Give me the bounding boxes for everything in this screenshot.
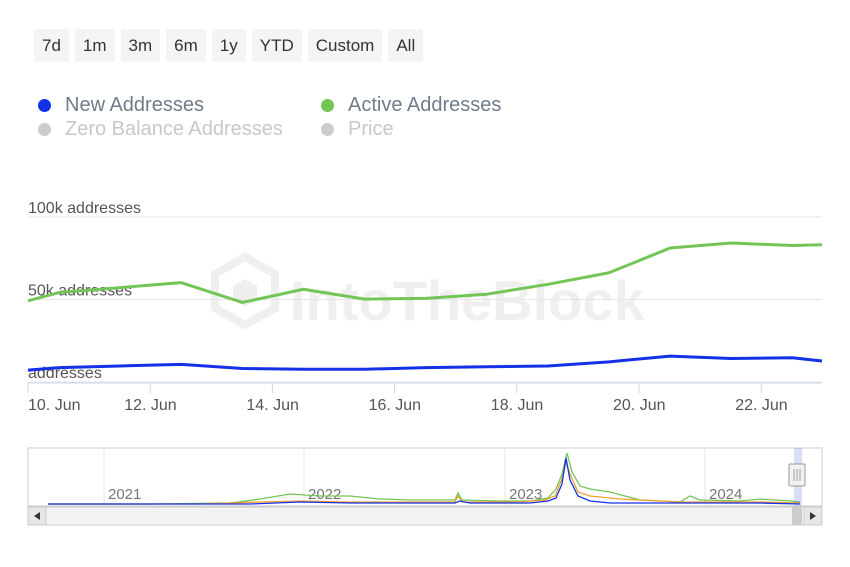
chevron-right-icon	[810, 512, 816, 520]
legend-item-price[interactable]: Price	[321, 118, 394, 141]
legend-dot-icon	[321, 99, 334, 112]
legend-item-new-addresses[interactable]: New Addresses	[38, 94, 204, 117]
x-tick-label: 18. Jun	[491, 397, 543, 414]
legend-label: Zero Balance Addresses	[65, 118, 283, 140]
x-axis-ticks: 10. Jun 12. Jun 14. Jun 16. Jun 18. Jun 20. J…	[27, 383, 788, 414]
series-lines	[27, 241, 823, 372]
navigator-year-grid: 2021 2022 2023 2024	[103, 448, 742, 506]
navigator-handle[interactable]	[788, 463, 806, 487]
intotheblock-watermark: IntoTheBlock	[211, 252, 646, 332]
legend-label: Active Addresses	[348, 94, 502, 116]
legend-label: New Addresses	[65, 94, 204, 116]
y-tick-label: 100k addresses	[28, 200, 141, 217]
range-button-7d[interactable]: 7d	[34, 29, 69, 62]
navigator-scrollbar[interactable]	[27, 506, 823, 526]
navigator-series-new	[48, 457, 801, 505]
legend-dot-icon	[38, 123, 51, 136]
navigator-series-active	[48, 452, 801, 505]
range-selector: 7d 1m 3m 6m 1y YTD Custom All	[34, 29, 424, 62]
navigator-year-label: 2023	[509, 486, 542, 503]
navigator-year-label: 2022	[308, 486, 341, 503]
navigator-year-label: 2024	[709, 486, 742, 503]
legend-dot-icon	[38, 99, 51, 112]
x-tick-label: 12. Jun	[124, 397, 176, 414]
range-button-6m[interactable]: 6m	[166, 29, 206, 62]
x-tick-label: 14. Jun	[246, 397, 298, 414]
navigator: 2021 2022 2023 2024	[27, 447, 823, 526]
range-button-ytd[interactable]: YTD	[251, 29, 302, 62]
range-button-1y[interactable]: 1y	[211, 29, 246, 62]
chevron-left-icon	[34, 512, 40, 520]
range-button-all[interactable]: All	[388, 29, 424, 62]
range-button-1m[interactable]: 1m	[74, 29, 115, 62]
x-tick-label: 16. Jun	[369, 397, 421, 414]
range-button-custom[interactable]: Custom	[307, 29, 383, 62]
navigator-frame	[27, 447, 823, 507]
x-tick-label: 10. Jun	[28, 397, 80, 414]
legend-item-active-addresses[interactable]: Active Addresses	[321, 94, 501, 117]
legend-dot-icon	[321, 123, 334, 136]
x-tick-label: 20. Jun	[613, 397, 665, 414]
series-line-new-addresses	[27, 354, 823, 372]
legend-item-zero-balance-addresses[interactable]: Zero Balance Addresses	[38, 118, 283, 141]
navigator-series-price	[48, 459, 801, 505]
range-button-3m[interactable]: 3m	[120, 29, 161, 62]
watermark-text: IntoTheBlock	[290, 269, 646, 332]
legend-label: Price	[348, 118, 394, 140]
navigator-year-label: 2021	[108, 486, 141, 503]
scrollbar-thumb[interactable]	[792, 507, 802, 525]
x-tick-label: 22. Jun	[735, 397, 787, 414]
